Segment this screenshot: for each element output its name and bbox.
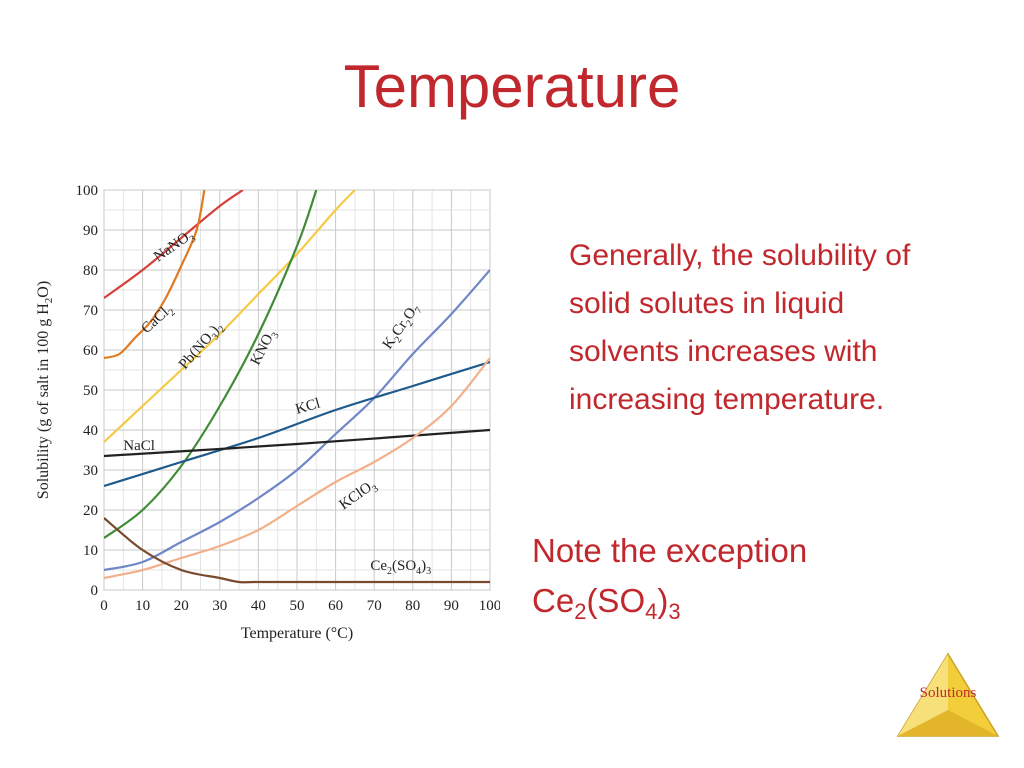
formula-subscript: 3 <box>668 599 681 624</box>
series-line-kclo3 <box>104 357 490 580</box>
grid-lines <box>103 189 491 591</box>
series-line-pb-no3-2 <box>104 190 356 443</box>
formula-subscript: 2 <box>574 599 587 624</box>
badge-label: Solutions <box>920 685 977 701</box>
solubility-chart: 0 10 20 30 40 50 60 70 80 90 100 0 10 20 30 40 50 60 70 80 9… <box>35 183 501 642</box>
y-tick-label: 80 <box>83 263 98 279</box>
x-tick-label: 10 <box>135 598 150 614</box>
x-tick-label: 40 <box>251 598 266 614</box>
y-tick-label: 100 <box>76 183 99 199</box>
note-line: Note the exception <box>532 532 808 569</box>
x-tick-label: 70 <box>367 598 382 614</box>
x-tick-label: 90 <box>444 598 459 614</box>
formula-part: (SO <box>586 582 646 619</box>
y-axis-label: Solubility (g of salt in 100 g H2O) <box>35 281 55 499</box>
tick-labels: 0 10 20 30 40 50 60 70 80 90 100 0 10 20 30 40 50 60 70 80 9… <box>76 183 501 614</box>
x-tick-label: 80 <box>405 598 420 614</box>
series-line-nano3 <box>104 190 244 299</box>
y-tick-label: 30 <box>83 463 98 479</box>
slide-title: Temperature <box>343 53 681 120</box>
y-tick-label: 70 <box>83 303 98 319</box>
series-line-ce2-so4-3 <box>104 517 490 584</box>
y-tick-label: 10 <box>83 543 98 559</box>
series-lines <box>104 190 490 584</box>
exception-note: Note the exception Ce2(SO4)3 <box>532 526 807 626</box>
series-line-nacl <box>104 428 490 458</box>
y-tick-label: 90 <box>83 223 98 239</box>
formula-part: ) <box>657 582 669 619</box>
series-label-nacl: NaCl <box>123 438 155 454</box>
badge-facet-left <box>898 654 948 736</box>
series-line-kno3 <box>104 190 318 539</box>
x-tick-label: 100 <box>479 598 500 614</box>
series-label-ce2-so4-3: Ce2(SO4)3 <box>370 558 431 577</box>
x-tick-label: 60 <box>328 598 343 614</box>
formula-part: Ce <box>532 582 575 619</box>
series-line-cacl2 <box>104 190 206 360</box>
x-tick-label: 20 <box>174 598 189 614</box>
solutions-badge[interactable]: Solutions <box>896 652 1000 738</box>
y-tick-label: 40 <box>83 423 98 439</box>
y-tick-label: 60 <box>83 343 98 359</box>
y-tick-label: 20 <box>83 503 98 519</box>
bullet-text: Generally, the solubility of solid solut… <box>569 239 911 416</box>
series-line-kcl <box>104 360 490 488</box>
exception-formula: Ce2(SO4)3 <box>532 576 807 626</box>
series-label-kcl: KCl <box>294 396 322 418</box>
formula-subscript: 4 <box>645 599 658 624</box>
badge-facet-bottom <box>898 710 998 736</box>
y-tick-label: 0 <box>91 583 99 599</box>
x-tick-label: 0 <box>100 598 108 614</box>
y-tick-label: 50 <box>83 383 98 399</box>
x-tick-label: 30 <box>212 598 227 614</box>
x-axis-label: Temperature (°C) <box>241 625 353 642</box>
x-tick-label: 50 <box>290 598 305 614</box>
series-line-k2cr2o7 <box>104 269 490 572</box>
